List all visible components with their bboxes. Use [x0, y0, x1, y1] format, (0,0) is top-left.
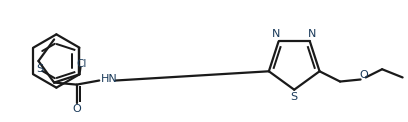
Text: N: N: [308, 29, 316, 39]
Text: HN: HN: [101, 75, 118, 85]
Text: O: O: [359, 70, 368, 80]
Text: S: S: [290, 92, 298, 102]
Text: N: N: [272, 29, 281, 39]
Text: O: O: [72, 104, 81, 114]
Text: S: S: [36, 64, 43, 74]
Text: Cl: Cl: [76, 59, 87, 69]
